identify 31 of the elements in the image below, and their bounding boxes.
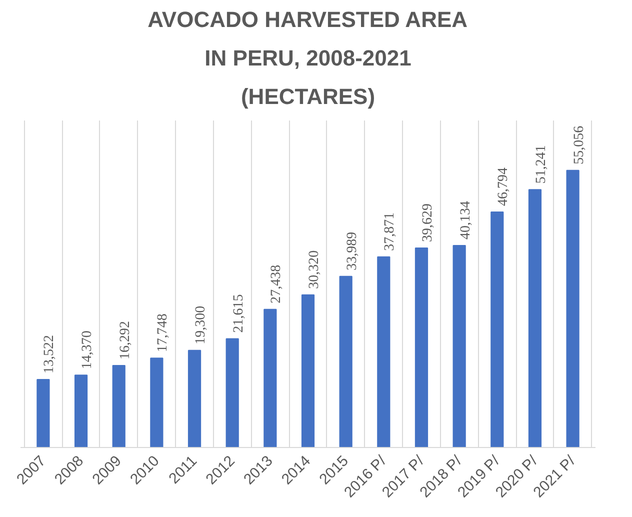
data-label: 33,989 bbox=[344, 232, 360, 270]
data-label: 30,320 bbox=[307, 250, 322, 289]
data-label: 40,134 bbox=[458, 200, 474, 240]
data-label: 55,056 bbox=[572, 126, 587, 164]
bar bbox=[188, 350, 202, 448]
bar bbox=[264, 308, 277, 448]
bar bbox=[74, 374, 88, 448]
bar bbox=[414, 248, 428, 448]
bar bbox=[452, 244, 466, 448]
bar bbox=[566, 170, 580, 448]
bar bbox=[528, 189, 542, 448]
data-label: 39,629 bbox=[420, 204, 436, 242]
data-label: 51,241 bbox=[534, 145, 549, 184]
data-label: 13,522 bbox=[42, 334, 58, 374]
bar bbox=[36, 378, 50, 448]
data-label: 14,370 bbox=[80, 330, 96, 370]
bar bbox=[301, 294, 315, 448]
bar bbox=[490, 211, 504, 448]
bar bbox=[226, 338, 239, 448]
bar bbox=[150, 358, 164, 448]
bar bbox=[112, 364, 126, 448]
bar bbox=[339, 276, 352, 448]
data-label: 16,292 bbox=[118, 320, 133, 360]
data-label: 17,748 bbox=[156, 314, 171, 352]
data-label: 27,438 bbox=[269, 264, 284, 304]
data-label: 37,871 bbox=[382, 212, 398, 251]
chart-title: AVOCADO HARVESTED AREA IN PERU, 2008-2021 (HECTARES) bbox=[148, 7, 468, 109]
data-label: 21,615 bbox=[231, 294, 246, 333]
bar bbox=[377, 256, 390, 448]
data-label: 19,300 bbox=[194, 306, 209, 344]
data-label: 46,794 bbox=[496, 167, 512, 206]
